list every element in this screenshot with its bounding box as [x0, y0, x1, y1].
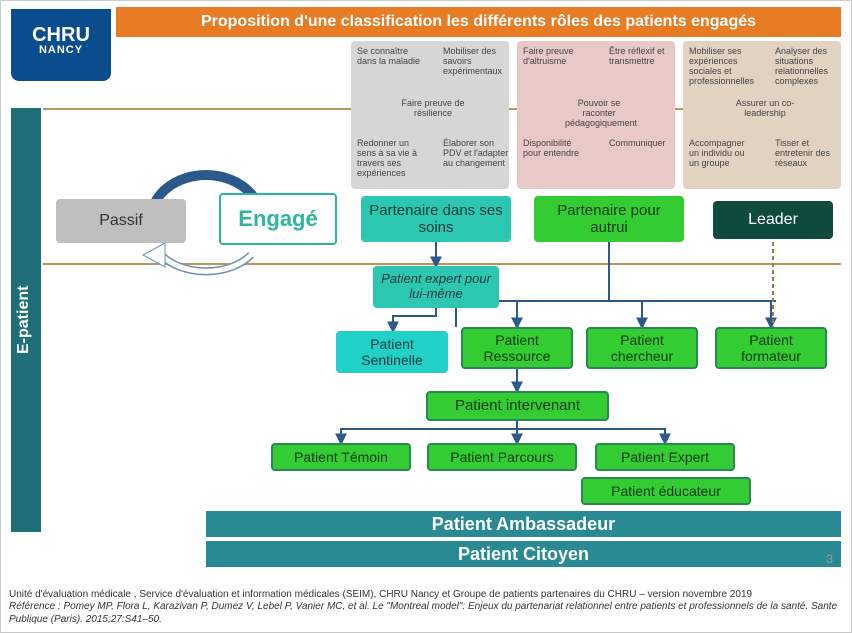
puzzle-cell: Analyser des situations relationnelles c…	[775, 47, 843, 87]
puzzle-cell: Faire preuve d'altruisme	[523, 47, 591, 67]
puzzle-cell: Être réflexif et transmettre	[609, 47, 677, 67]
puzzle-cell: Disponibilité pour entendre	[523, 139, 591, 159]
logo-sub: NANCY	[11, 45, 111, 56]
puzzle-cell: Accompagner un individu ou un groupe	[689, 139, 757, 169]
puzzle-cell: Redonner un sens à sa vie à travers ses …	[357, 139, 425, 179]
box-expert: Patient Expert	[595, 443, 735, 471]
box-educateur: Patient éducateur	[581, 477, 751, 505]
puzzle-block-2: Mobiliser ses expériences sociales et pr…	[683, 41, 841, 189]
sidebar-e-patient: E-patient	[11, 108, 41, 532]
puzzle-block-1: Faire preuve d'altruisme Être réflexif et…	[517, 41, 675, 189]
box-engage: Engagé	[219, 193, 337, 245]
page-number: 3	[826, 552, 833, 566]
puzzle-block-0: Se connaître dans la maladie Mobiliser de…	[351, 41, 509, 189]
box-leader: Leader	[713, 201, 833, 239]
puzzle-cell: Faire preuve de résilience	[399, 99, 467, 119]
puzzle-cell: Élaborer son PDV et l'adapter au changem…	[443, 139, 511, 169]
puzzle-row: Se connaître dans la maladie Mobiliser de…	[351, 41, 841, 189]
puzzle-cell: Se connaître dans la maladie	[357, 47, 425, 67]
box-parcours: Patient Parcours	[427, 443, 577, 471]
footer: Unité d'évaluation médicale , Service d'…	[9, 589, 843, 627]
box-ressource: Patient Ressource	[461, 327, 573, 369]
puzzle-cell: Mobiliser des savoirs expérimentaux	[443, 47, 511, 77]
box-passif: Passif	[56, 199, 186, 243]
footer-line1: Unité d'évaluation médicale , Service d'…	[9, 589, 843, 602]
logo-chru: CHRU NANCY	[11, 9, 111, 81]
box-temoin: Patient Témoin	[271, 443, 411, 471]
puzzle-cell: Assurer un co-leadership	[731, 99, 799, 119]
box-partenaire_autrui: Partenaire pour autrui	[534, 196, 684, 242]
box-partenaire_soins: Partenaire dans ses soins	[361, 196, 511, 242]
bar-ambassadeur: Patient Ambassadeur	[206, 511, 841, 537]
box-formateur: Patient formateur	[715, 327, 827, 369]
puzzle-cell: Communiquer	[609, 139, 677, 149]
puzzle-cell: Tisser et entretenir des réseaux	[775, 139, 843, 169]
box-chercheur: Patient chercheur	[586, 327, 698, 369]
bar-citoyen: Patient Citoyen	[206, 541, 841, 567]
box-intervenant: Patient intervenant	[426, 391, 609, 421]
box-sentinelle: Patient Sentinelle	[336, 331, 448, 373]
footer-reference: Référence : Pomey MP, Flora L, Karazivan…	[9, 601, 843, 626]
puzzle-cell: Mobiliser ses expériences sociales et pr…	[689, 47, 757, 87]
puzzle-cell: Pouvoir se raconter pédagogiquement	[565, 99, 633, 129]
box-expert_self: Patient expert pour lui-même	[373, 266, 499, 308]
title-bar: Proposition d'une classification les dif…	[116, 7, 841, 37]
h-line-mid	[43, 263, 841, 265]
logo-main: CHRU	[11, 25, 111, 45]
